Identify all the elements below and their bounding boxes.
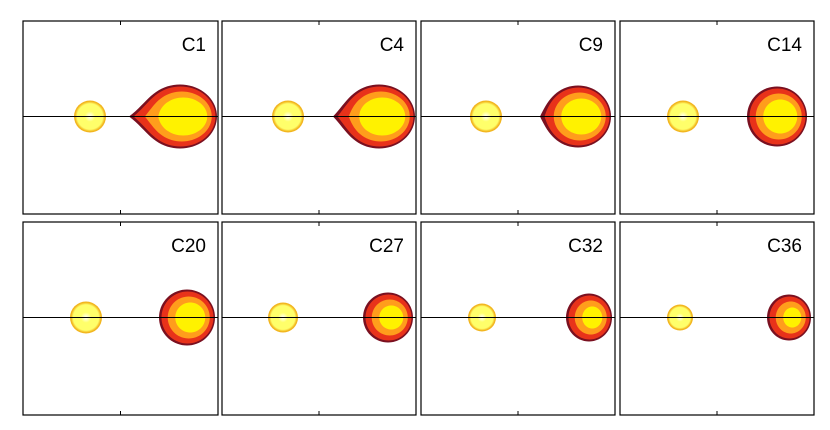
panel-c27: C27 [221,221,417,416]
panel-label: C9 [579,35,603,56]
panel-label: C1 [182,35,206,56]
panel-c4: C4 [221,20,417,215]
panel-label: C36 [767,236,802,257]
panel-c9: C9 [420,20,616,215]
panel-label: C27 [369,236,404,257]
panel-label: C4 [380,35,405,56]
panel-label: C32 [568,236,603,257]
panel-c32: C32 [420,221,616,416]
panel-label: C20 [171,236,206,257]
panel-c14: C14 [619,20,815,215]
panel-label: C14 [767,35,802,56]
panel-c1: C1 [22,20,219,215]
panel-c20: C20 [22,221,219,416]
panel-c36: C36 [619,221,815,416]
